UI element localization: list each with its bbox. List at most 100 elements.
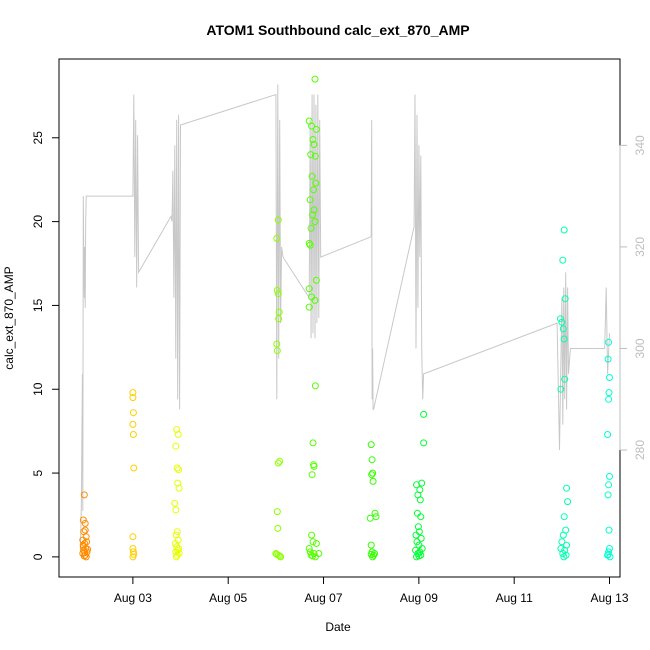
data-point (305, 239, 313, 247)
data-point (557, 385, 565, 393)
data-point (174, 546, 182, 554)
data-point (79, 536, 87, 544)
data-point (606, 374, 613, 381)
y2-tick-label: 320 (633, 237, 647, 257)
data-point (311, 382, 319, 390)
data-point (312, 125, 320, 133)
data-point (273, 550, 281, 558)
data-point (309, 538, 317, 546)
data-point (129, 548, 137, 556)
data-point (273, 286, 281, 294)
data-point (175, 466, 183, 474)
data-point (81, 526, 89, 534)
data-point (311, 296, 319, 304)
data-point (275, 315, 283, 323)
data-point (605, 338, 613, 346)
data-point (310, 186, 317, 194)
data-point (416, 496, 424, 504)
x-tick-label: Aug 13 (590, 591, 628, 605)
data-point (275, 308, 283, 316)
x-tick-label: Aug 09 (400, 591, 438, 605)
data-point (173, 528, 181, 536)
data-point (306, 196, 314, 204)
axes-layer: Aug 03 Aug 05 Aug 07 Aug 09 Aug 11 Aug 13 0 5 10… (31, 131, 647, 605)
data-point (310, 462, 318, 470)
data-point (129, 553, 137, 561)
data-point (604, 550, 612, 558)
data-point (368, 471, 376, 479)
data-point (273, 347, 281, 355)
data-point (416, 548, 424, 556)
x-tick-label: Aug 11 (496, 591, 533, 605)
data-point (559, 531, 567, 539)
data-point (173, 426, 181, 433)
data-point (312, 179, 320, 187)
data-point (311, 152, 319, 160)
data-point (412, 531, 420, 539)
data-point (276, 457, 284, 465)
data-point (274, 459, 282, 467)
data-point (371, 550, 378, 557)
y-tick-label: 0 (31, 553, 45, 560)
data-point (174, 431, 182, 438)
data-point (559, 256, 567, 264)
y2-tick-label: 340 (633, 135, 647, 155)
data-point (81, 540, 89, 547)
data-point (129, 409, 137, 417)
data-point (273, 234, 281, 242)
data-point (129, 533, 137, 541)
y-axis-label: calc_ext_870_AMP (2, 266, 16, 369)
data-point (560, 553, 568, 561)
data-point (172, 553, 180, 561)
data-point (559, 325, 567, 333)
data-point (564, 498, 572, 506)
y2-tick-label: 300 (633, 338, 647, 358)
data-point (309, 136, 317, 143)
data-point (561, 375, 569, 383)
data-point (172, 548, 180, 556)
data-point (307, 151, 315, 159)
data-point (173, 464, 181, 472)
data-point (367, 441, 375, 449)
data-point (417, 534, 425, 542)
data-point (172, 506, 180, 514)
data-point (305, 285, 313, 293)
x-tick-label: Aug 05 (209, 591, 247, 605)
y-tick-label: 15 (31, 298, 45, 312)
data-point (306, 241, 314, 249)
data-point (560, 226, 568, 234)
data-point (79, 516, 87, 524)
data-point (312, 276, 320, 284)
y-tick-label: 5 (31, 469, 45, 476)
data-point (172, 442, 180, 450)
data-point (417, 513, 425, 521)
data-point (273, 508, 281, 516)
data-point (420, 439, 428, 447)
data-point (175, 484, 183, 492)
data-point (414, 523, 422, 531)
data-point (79, 541, 87, 549)
data-point (560, 513, 568, 521)
data-point (605, 548, 613, 556)
x-axis-label: Date (325, 620, 351, 634)
data-point (369, 553, 377, 561)
data-point (315, 550, 323, 557)
data-point (604, 491, 612, 499)
data-point (274, 524, 282, 532)
y-tick-label: 10 (31, 382, 45, 396)
data-point (305, 303, 313, 311)
chart-title: ATOM1 Southbound calc_ext_870_AMP (206, 22, 469, 38)
data-point (308, 172, 316, 180)
data-point (558, 318, 566, 326)
data-point (81, 519, 89, 527)
data-point (309, 439, 317, 447)
data-point (368, 456, 376, 464)
data-point (129, 431, 137, 438)
data-point (129, 420, 137, 428)
data-point (81, 549, 89, 557)
data-point (130, 464, 138, 472)
data-point (605, 395, 613, 403)
data-point (311, 75, 319, 83)
data-point (309, 211, 317, 219)
